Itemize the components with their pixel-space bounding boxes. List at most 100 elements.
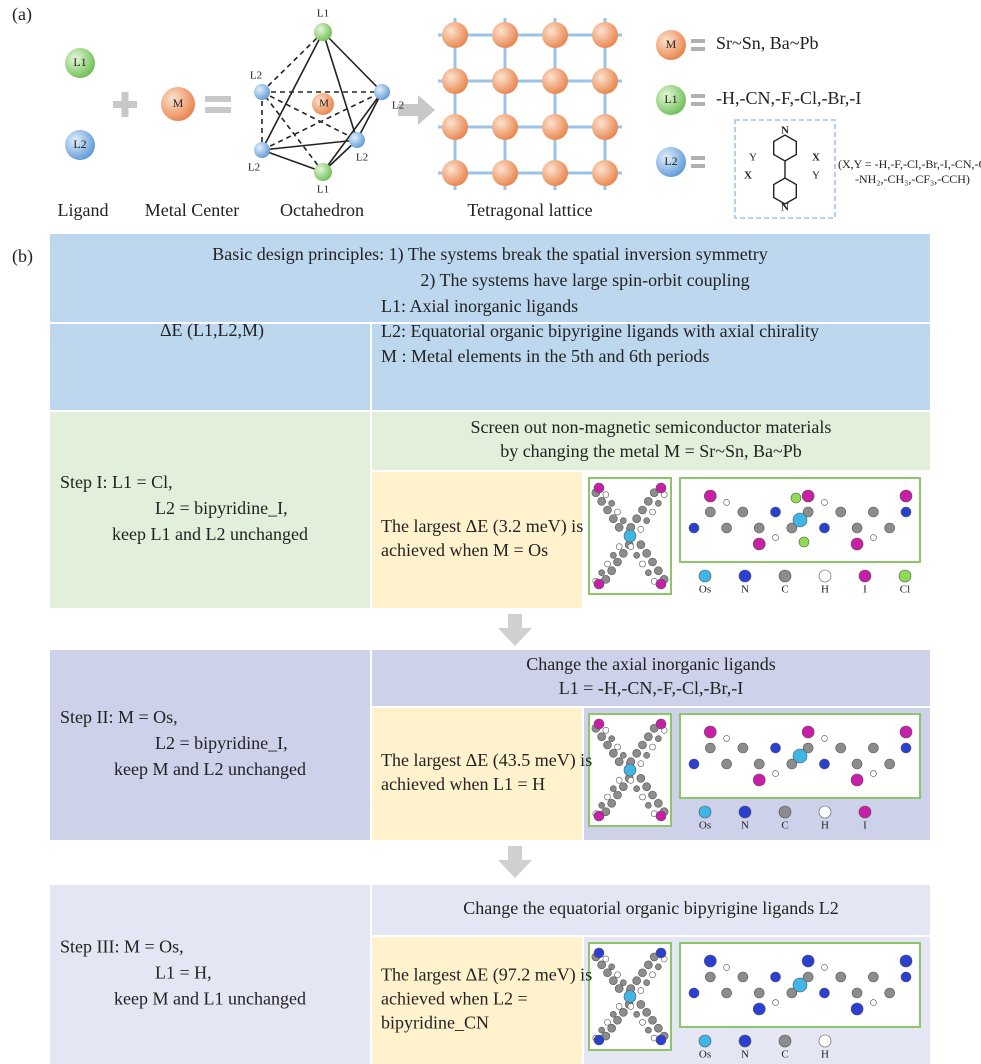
equals: [691, 94, 705, 98]
atom: [613, 790, 622, 800]
step-condition: Step I: L1 = Cl,: [60, 472, 173, 492]
atom: [770, 971, 781, 983]
vertex-label: L1: [317, 184, 329, 196]
atom: [818, 805, 832, 819]
step-condition: Step II: M = Os,: [60, 707, 178, 727]
vertex-label: L2: [356, 152, 368, 164]
atom: [870, 999, 877, 1006]
atom-legend: C: [781, 584, 788, 596]
atom: [770, 506, 781, 518]
step-result: achieved when L2 =: [381, 989, 528, 1009]
atom: [723, 735, 730, 742]
atom: [802, 506, 814, 518]
sphere-label: L1: [664, 92, 677, 106]
sphere: [592, 68, 618, 94]
edge: [261, 139, 358, 151]
edge: [261, 31, 324, 151]
atom: [870, 770, 877, 777]
atom-label: X: [812, 152, 820, 164]
sphere: [442, 22, 468, 48]
atom: [868, 971, 879, 983]
atom: [636, 1000, 646, 1009]
layout: [50, 18, 930, 1064]
atom: [639, 560, 646, 568]
atom: [644, 732, 653, 741]
sphere: [542, 114, 568, 140]
sphere: [492, 160, 518, 186]
sphere-label: M: [173, 96, 184, 110]
atom: [603, 505, 612, 515]
atom: [593, 718, 605, 730]
atom: [627, 1003, 635, 1010]
atom: [819, 987, 830, 999]
atom-label: N: [781, 202, 789, 214]
atom-legend: I: [863, 584, 867, 596]
equals: [691, 164, 705, 168]
atom: [772, 770, 779, 777]
atom: [704, 489, 717, 503]
ring: [773, 134, 797, 162]
atom: [688, 758, 700, 770]
atom: [818, 569, 832, 583]
panel-label: (a): [12, 4, 32, 25]
atom: [644, 497, 653, 506]
step-task: L1 = -H,-CN,-F,-Cl,-Br,-I: [559, 678, 743, 698]
texts: (a) L1 L2 M L1 L2 M L2 L2 L2 L1 Ligand M…: [12, 4, 981, 1060]
atom: [642, 549, 651, 558]
edge: [322, 91, 383, 173]
principle: 2) The systems have large spin-orbit cou…: [420, 270, 749, 291]
atom: [778, 805, 792, 819]
sphere-label: L2: [664, 154, 677, 168]
atom-legend: N: [741, 1049, 749, 1061]
atom: [633, 1011, 640, 1018]
atom: [598, 802, 605, 809]
atom: [821, 499, 828, 506]
atom-legend: N: [741, 820, 749, 832]
atom: [819, 522, 830, 534]
equals: [691, 102, 705, 106]
definition: L1: Axial inorganic ligands: [381, 296, 578, 316]
atom: [850, 537, 864, 551]
atom: [850, 773, 864, 787]
sphere: [492, 22, 518, 48]
atom-legend: Cl: [900, 584, 910, 596]
substituents: (X,Y = -H,-F,-Cl,-Br,-I,-CN,-OH,: [838, 157, 981, 171]
sphere-label: L1: [73, 55, 86, 69]
atom: [593, 1034, 605, 1046]
cell: [372, 937, 582, 1064]
atom: [655, 1034, 667, 1046]
atom: [801, 489, 815, 503]
caption: Octahedron: [280, 200, 364, 220]
panel-label: (b): [12, 246, 33, 267]
atom: [636, 774, 646, 783]
sphere: [442, 160, 468, 186]
atom: [602, 491, 610, 498]
atom: [655, 482, 667, 494]
cell: [50, 234, 930, 322]
atom: [737, 971, 749, 983]
atom: [688, 522, 700, 534]
atom: [655, 735, 662, 742]
atom: [884, 987, 895, 999]
atom: [614, 757, 624, 766]
edge: [261, 149, 324, 173]
atom: [614, 984, 624, 993]
step-condition: keep L1 and L2 unchanged: [112, 524, 308, 544]
equals: [205, 107, 231, 113]
ring: [773, 177, 797, 205]
atom: [850, 1002, 864, 1016]
atom: [884, 522, 895, 534]
atom: [604, 1018, 611, 1026]
sphere: [492, 68, 518, 94]
atom: [704, 954, 717, 968]
atom-legend: N: [741, 584, 749, 596]
atom: [868, 742, 879, 754]
atom: [615, 543, 623, 550]
atom: [790, 492, 802, 504]
step-condition: L1 = H,: [155, 963, 212, 983]
atom: [900, 742, 912, 754]
step-result: achieved when M = Os: [381, 540, 548, 560]
atom: [654, 566, 663, 575]
edge: [322, 31, 358, 141]
